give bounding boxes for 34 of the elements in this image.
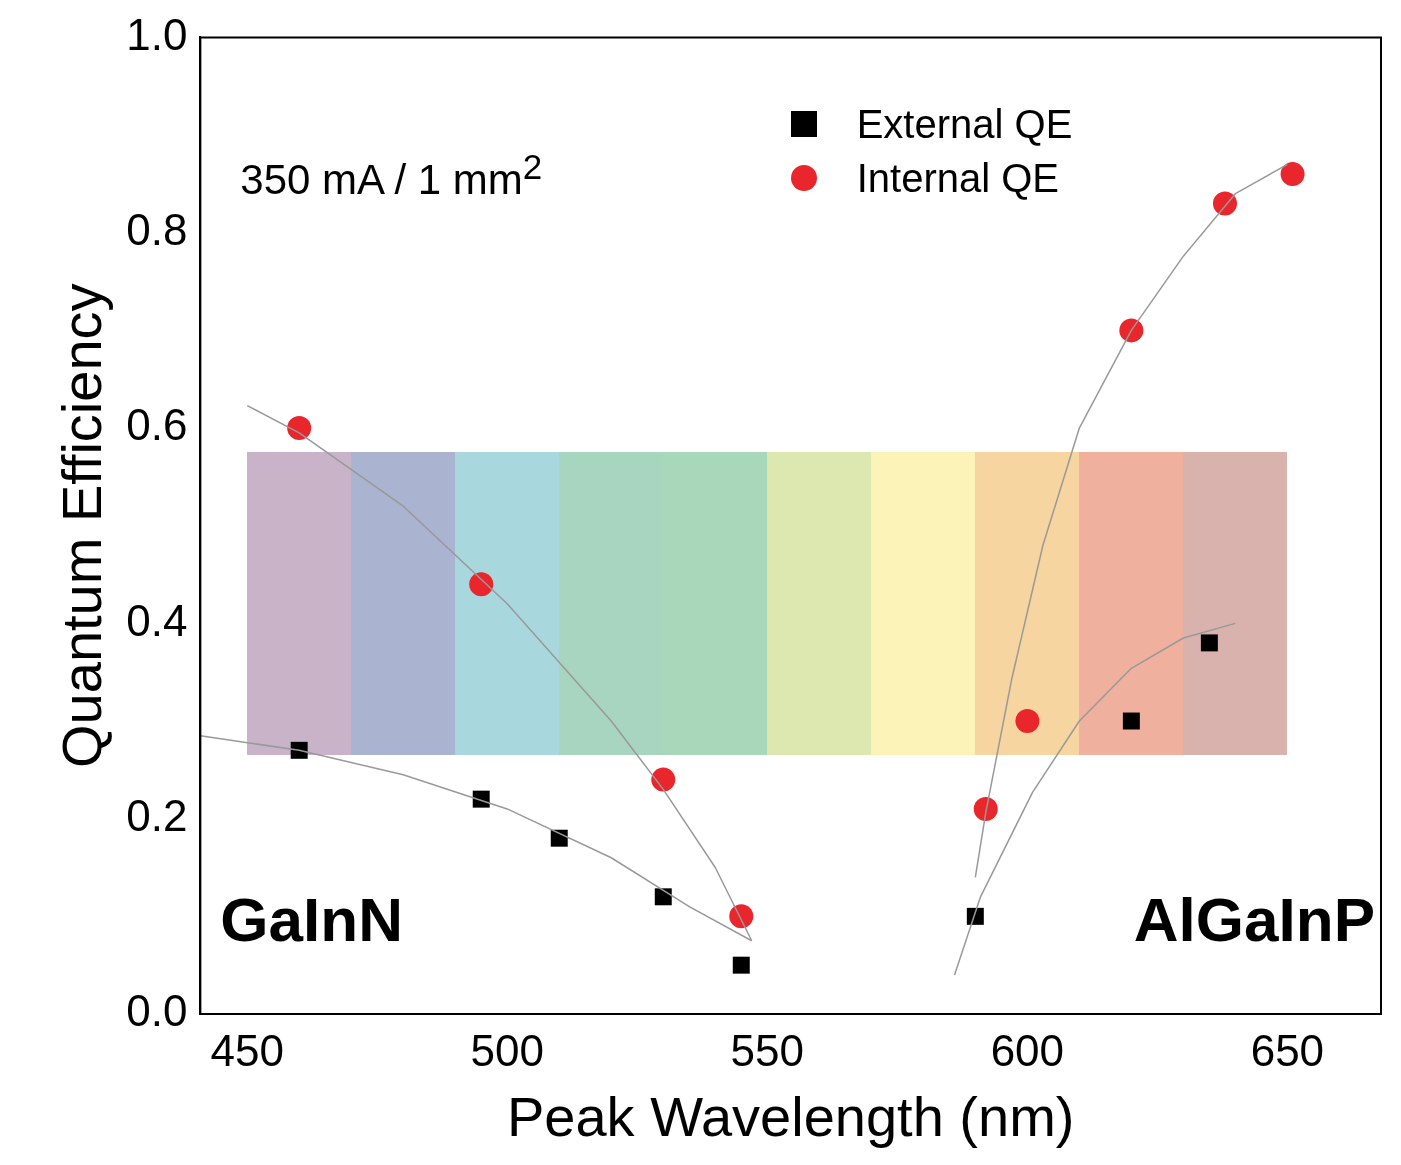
x-tick-label: 650 (1250, 1025, 1325, 1075)
point (966, 907, 984, 925)
annotation: 350 mA / 1 mm$^{2}$ (240, 147, 543, 205)
point (651, 767, 676, 792)
point (1015, 709, 1040, 734)
point (729, 904, 754, 929)
point (1280, 162, 1305, 187)
y-tick-label: 1.0 (126, 9, 188, 59)
point (654, 888, 672, 906)
annotation: GaInN (220, 884, 403, 955)
legend-label: Internal QE (856, 155, 1059, 201)
y-tick-label: 0.2 (126, 790, 188, 840)
point (287, 416, 312, 441)
point (1212, 191, 1237, 216)
point (290, 741, 308, 759)
point (973, 796, 998, 821)
y-tick-label: 0.8 (126, 204, 188, 254)
y-tick-label: 0.6 (126, 400, 188, 450)
y-tick-label: 0.0 (126, 986, 188, 1036)
y-tick-label: 0.4 (126, 595, 188, 645)
point (1200, 634, 1218, 652)
point (550, 829, 568, 847)
x-tick-label: 600 (990, 1025, 1065, 1075)
legend-label: External QE (856, 101, 1073, 147)
point (1122, 712, 1140, 730)
x-tick-label: 500 (470, 1025, 544, 1075)
point (1119, 318, 1144, 343)
annotation: AlGaInP (1133, 884, 1375, 955)
point (469, 572, 494, 597)
x-tick-label: 450 (210, 1025, 284, 1075)
x-tick-label: 550 (730, 1025, 804, 1075)
x-axis-title: Peak Wavelength (nm) (506, 1084, 1075, 1148)
point (732, 956, 750, 974)
y-axis-title: Quantum Efficiency (50, 283, 114, 768)
